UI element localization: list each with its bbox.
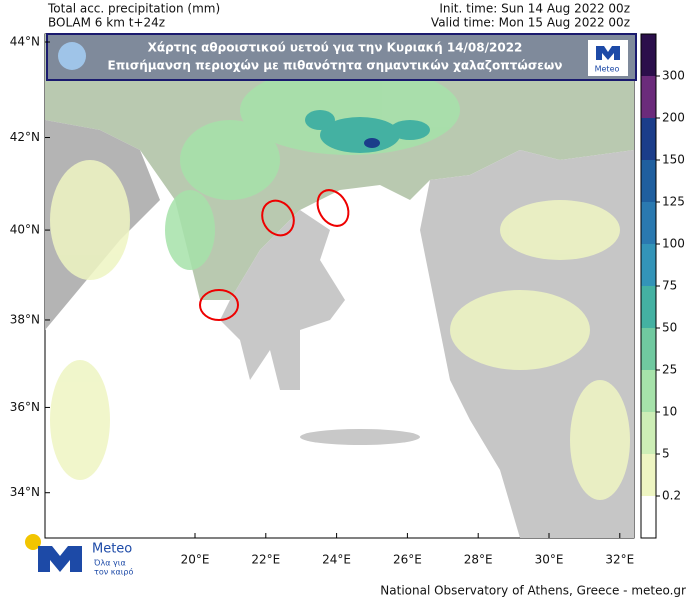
lon-label: 26°E <box>393 553 422 567</box>
header-model: BOLAM 6 km t+24z <box>48 16 165 30</box>
lat-label: 40°N <box>10 223 40 237</box>
colorbar-segment <box>641 34 656 76</box>
colorbar-segment <box>641 286 656 328</box>
weather-icon <box>58 42 86 70</box>
hail-areas <box>199 189 350 321</box>
lat-label: 44°N <box>10 35 40 49</box>
colorbar-segment <box>641 328 656 370</box>
valid-time: Valid time: Mon 15 Aug 2022 00z <box>431 16 630 30</box>
logo-name: Meteo <box>92 542 132 557</box>
colorbar-frame <box>640 33 657 539</box>
crete <box>300 429 420 445</box>
lat-label: 38°N <box>10 312 40 326</box>
axes: 44°N 42°N 40°N 38°N 36°N 34°N 20°E 22°E 24°E 26°E… <box>10 35 634 567</box>
colorbar-label: 300 <box>662 69 685 83</box>
logo-sun <box>25 534 41 550</box>
lon-label: 32°E <box>605 553 634 567</box>
banner-line1: Χάρτης αθροιστικού υετού για την Κυριακή… <box>148 41 523 55</box>
logo-slogan: τον καιρό <box>94 567 133 577</box>
colorbar-segment <box>641 160 656 202</box>
colorbar-label: 125 <box>662 195 685 209</box>
colorbar-label: 5 <box>662 447 670 461</box>
lat-label: 36°N <box>10 400 40 414</box>
colorbar-label: 0.2 <box>662 489 681 503</box>
colorbar-label: 150 <box>662 153 685 167</box>
banner-logo <box>596 46 620 60</box>
max-rain <box>364 138 380 148</box>
lon-label: 20°E <box>181 553 210 567</box>
colorbar-label: 75 <box>662 279 677 293</box>
lat-label: 34°N <box>10 485 40 499</box>
colorbar-segment <box>641 118 656 160</box>
lon-label: 30°E <box>535 553 564 567</box>
colorbar-segment <box>641 244 656 286</box>
logo-slogan: Όλα για <box>93 558 126 568</box>
colorbar-segment <box>641 202 656 244</box>
lon-label: 24°E <box>322 553 351 567</box>
lon-label: 22°E <box>251 553 280 567</box>
colorbar-label: 50 <box>662 321 677 335</box>
colorbar-segment <box>641 454 656 496</box>
colorbar-label: 200 <box>662 111 685 125</box>
footer: National Observatory of Athens, Greece -… <box>380 584 686 598</box>
rain-patches <box>50 65 630 500</box>
init-time: Init. time: Sun 14 Aug 2022 00z <box>439 2 630 16</box>
colorbar-segment <box>641 370 656 412</box>
header-title: Total acc. precipitation (mm) <box>47 2 220 16</box>
banner-line2: Επισήμανση περιοχών με πιθανότητα σημαντ… <box>108 59 563 73</box>
colorbar-segment <box>641 496 656 538</box>
colorbar: 0.2 5 10 25 50 75 100 125 150 200 300 <box>640 33 685 539</box>
banner-logo-text: Meteo <box>595 65 620 74</box>
colorbar-label: 10 <box>662 405 677 419</box>
logo-mark <box>38 546 82 572</box>
colorbar-label: 100 <box>662 237 685 251</box>
lat-label: 42°N <box>10 130 40 144</box>
land-greece <box>220 210 345 390</box>
colorbar-segment <box>641 76 656 118</box>
map <box>44 33 635 539</box>
colorbar-label: 25 <box>662 363 677 377</box>
lon-label: 28°E <box>464 553 493 567</box>
heavy-rain <box>305 110 430 153</box>
banner <box>46 33 637 81</box>
colorbar-segment <box>641 412 656 454</box>
